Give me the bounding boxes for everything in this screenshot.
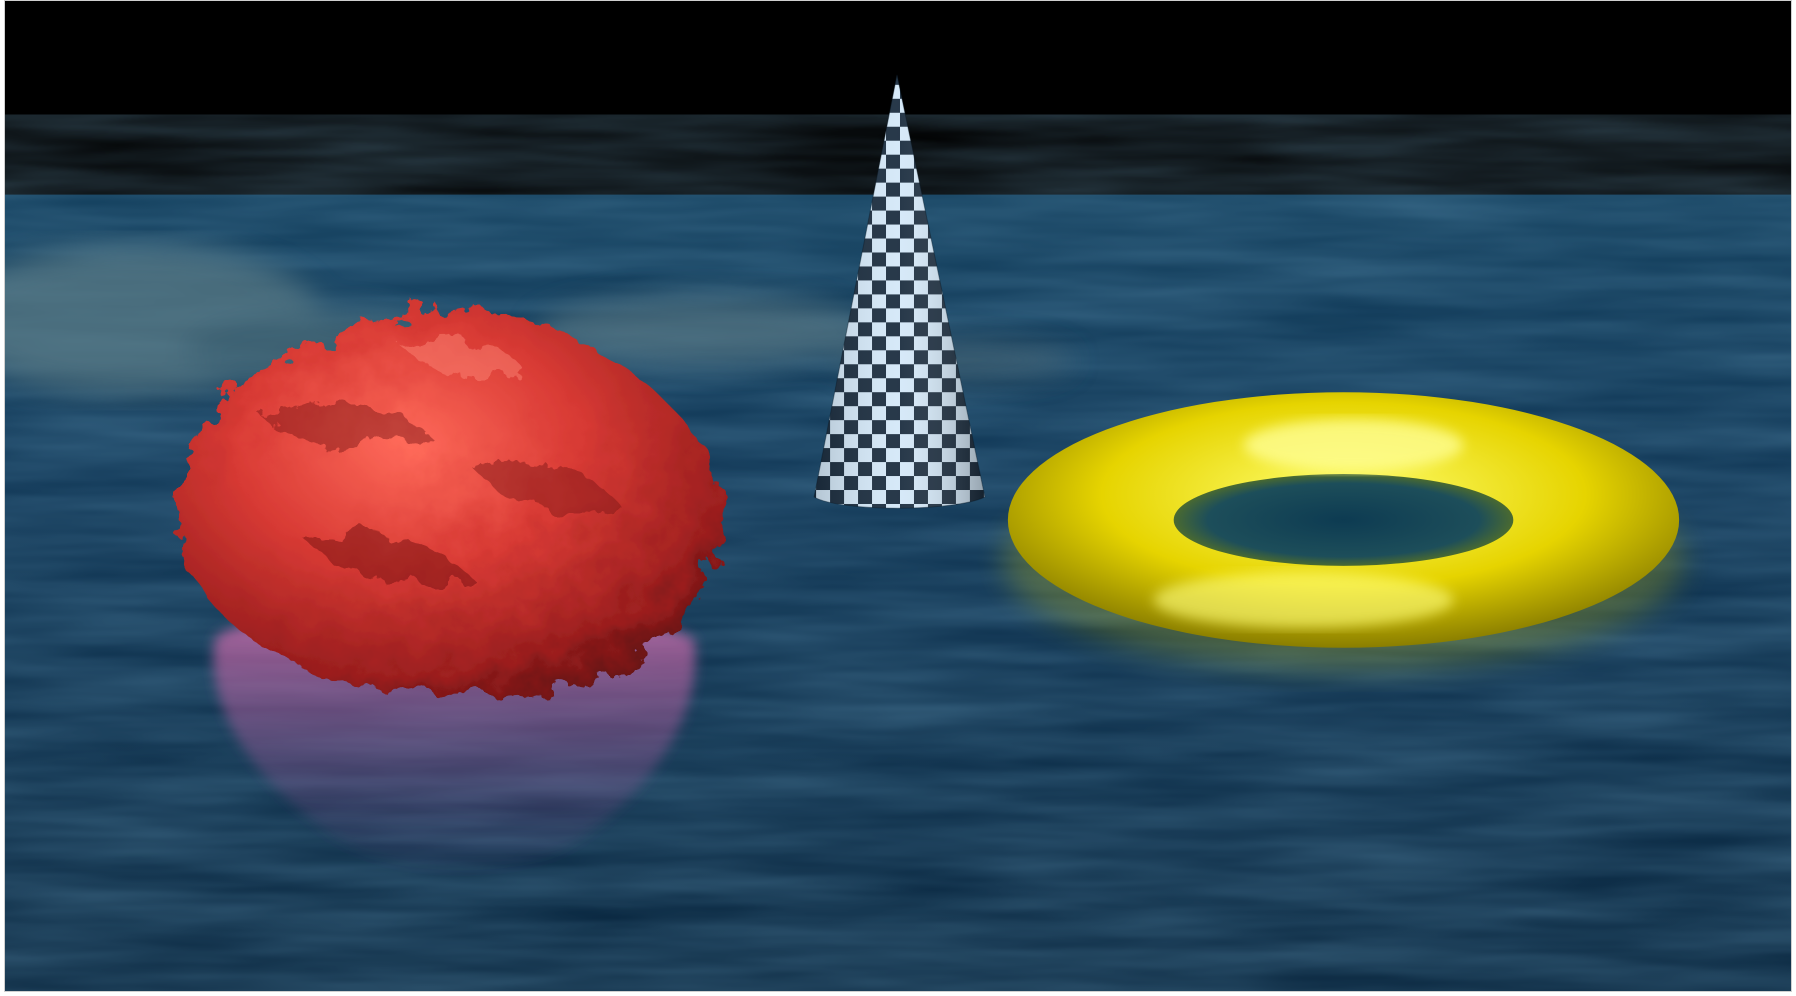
yellow-torus <box>1007 392 1680 648</box>
rock-surface-detail <box>264 339 625 584</box>
render-viewport <box>4 0 1792 992</box>
rendered-scene <box>5 1 1791 991</box>
checkered-cone <box>813 74 986 509</box>
sea-spray <box>5 245 1074 396</box>
